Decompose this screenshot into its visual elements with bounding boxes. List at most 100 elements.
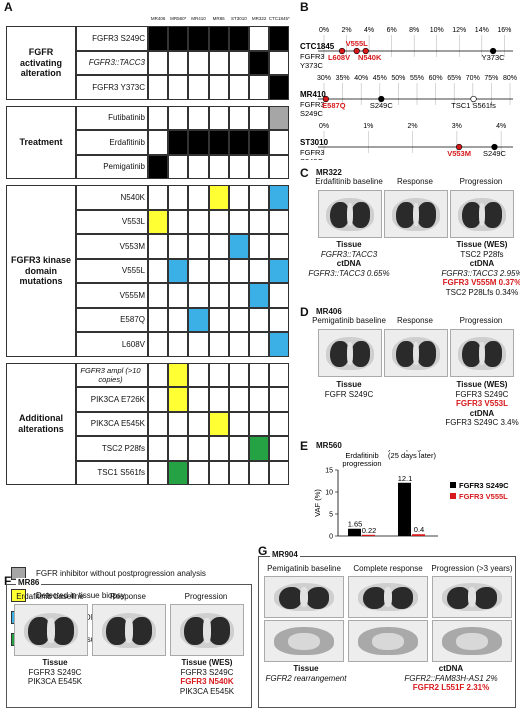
vaf-lollipop-tracks: 0% 2% 4% 6% 8% 10% 12% 14% 16%CTC1845FGFR3Y373CV… xyxy=(300,27,517,160)
grid-cell xyxy=(228,75,249,100)
finding-line: FGFR S249C xyxy=(324,389,374,399)
grid-cell xyxy=(208,283,229,308)
panel-g-title: MR904 xyxy=(270,550,300,560)
grid-cell xyxy=(148,209,169,234)
ct-scan xyxy=(384,190,448,238)
grid-cell xyxy=(208,307,229,332)
grid-cell xyxy=(249,209,270,234)
grid-cell xyxy=(208,460,229,485)
finding-line: FGFR3::TACC3 0.65% xyxy=(308,268,390,278)
scan-caption: Progression xyxy=(184,592,228,601)
column-header: MR86 xyxy=(212,16,225,21)
grid-cell xyxy=(168,387,189,412)
grid-cell xyxy=(168,460,189,485)
scan-caption: Erdafitinib baseline xyxy=(16,592,84,601)
grid-cell xyxy=(269,307,290,332)
axis-tick-label: 55% xyxy=(410,75,424,82)
row-label: TSC1 S561fs xyxy=(97,468,145,478)
axis-tick-label: 40% xyxy=(354,75,368,82)
grid-cell xyxy=(188,411,209,436)
grid-cell xyxy=(269,130,290,155)
row-label: FGFR3::TACC3 xyxy=(88,58,145,68)
row-label-box xyxy=(76,332,148,357)
row-label-box xyxy=(76,234,148,259)
category-label: Beyond progression xyxy=(379,450,446,452)
finding-line: FGFR3 V553L xyxy=(455,399,508,408)
ct-lung-left xyxy=(330,202,349,228)
grid-cell xyxy=(208,50,229,75)
grid-cell xyxy=(188,387,209,412)
grid-cell xyxy=(228,209,249,234)
grid-cell xyxy=(228,50,249,75)
ct-lung-right xyxy=(351,202,370,228)
row-label: FGFR3 ampl (>10 copies) xyxy=(80,365,141,384)
ct-lung-right xyxy=(52,617,75,645)
row-label-box xyxy=(76,307,148,332)
grid-cell xyxy=(228,411,249,436)
variant-label: TSC1 S561fs xyxy=(451,101,496,110)
finding-line: ctDNA xyxy=(438,664,464,673)
grid-cell xyxy=(148,185,169,210)
grid-cell xyxy=(148,105,169,130)
bar xyxy=(412,534,425,536)
category-label: FGFR3 kinase domain mutations xyxy=(10,255,72,286)
scan-caption: Response xyxy=(109,592,147,601)
grid-cell xyxy=(249,387,270,412)
axis-tick-label: 35% xyxy=(336,75,350,82)
grid-cell xyxy=(188,26,209,51)
grid-cell xyxy=(148,75,169,100)
row-label-box xyxy=(76,185,148,210)
grid-cell xyxy=(249,234,270,259)
scan-caption: Progression (>3 years) xyxy=(431,564,513,573)
row-label: PIK3CA E726K xyxy=(90,394,145,404)
panel-e-title: MR560 xyxy=(316,441,342,450)
grid-cell xyxy=(168,50,189,75)
finding-line: Tissue (WES) xyxy=(456,380,508,389)
grid-cell xyxy=(228,362,249,387)
grid-cell xyxy=(168,411,189,436)
grid-cell xyxy=(228,234,249,259)
grid-cell xyxy=(168,258,189,283)
finding-line: FGFR3::TACC3 xyxy=(320,249,378,259)
ct-scan xyxy=(14,604,88,656)
grid-cell xyxy=(188,307,209,332)
grid-cell xyxy=(249,411,270,436)
grid-cell xyxy=(188,362,209,387)
grid-cell xyxy=(168,75,189,100)
finding-line: FGFR3 N540K xyxy=(180,677,234,686)
finding-line: Tissue xyxy=(42,658,68,667)
ct-scan xyxy=(432,576,512,618)
grid-cell xyxy=(269,460,290,485)
row-label-box xyxy=(76,411,148,436)
ct-mediastinum xyxy=(372,633,404,650)
category-box xyxy=(6,185,76,357)
panel-label-e: E xyxy=(300,439,309,453)
track-sample-name: MR410 xyxy=(300,90,326,99)
ct-mediastinum xyxy=(384,587,392,608)
grid-cell xyxy=(148,332,169,357)
track-sample-name: ST3010 xyxy=(300,138,329,147)
grid-cell xyxy=(249,75,270,100)
axis-tick-label: 12% xyxy=(452,27,466,34)
finding-line: FGFR3 S249C xyxy=(28,667,82,677)
panel-d-title: MR406 xyxy=(316,307,342,316)
track-sample-name: CTC1845 xyxy=(300,42,335,51)
panel-c-title: MR322 xyxy=(316,168,342,177)
finding-line: FGFR3 V555M 0.37% xyxy=(442,278,520,287)
variant-label: S249C xyxy=(483,149,507,158)
grid-cell xyxy=(269,26,290,51)
grid-cell xyxy=(208,258,229,283)
ct-scan xyxy=(384,329,448,377)
row-label-box xyxy=(76,283,148,308)
axis-tick-label: 6% xyxy=(387,27,397,34)
axis-tick-label: 2% xyxy=(341,27,351,34)
grid-cell xyxy=(249,283,270,308)
grid-cell xyxy=(269,154,290,179)
row-label: FGFR3 S249C xyxy=(92,33,145,43)
panel-f-frame xyxy=(6,584,252,708)
track-variant: Y373C xyxy=(300,61,324,70)
ct-mediastinum xyxy=(203,618,211,643)
scan-caption: Complete response xyxy=(353,564,423,573)
grid-cell xyxy=(269,185,290,210)
grid-cell xyxy=(249,307,270,332)
